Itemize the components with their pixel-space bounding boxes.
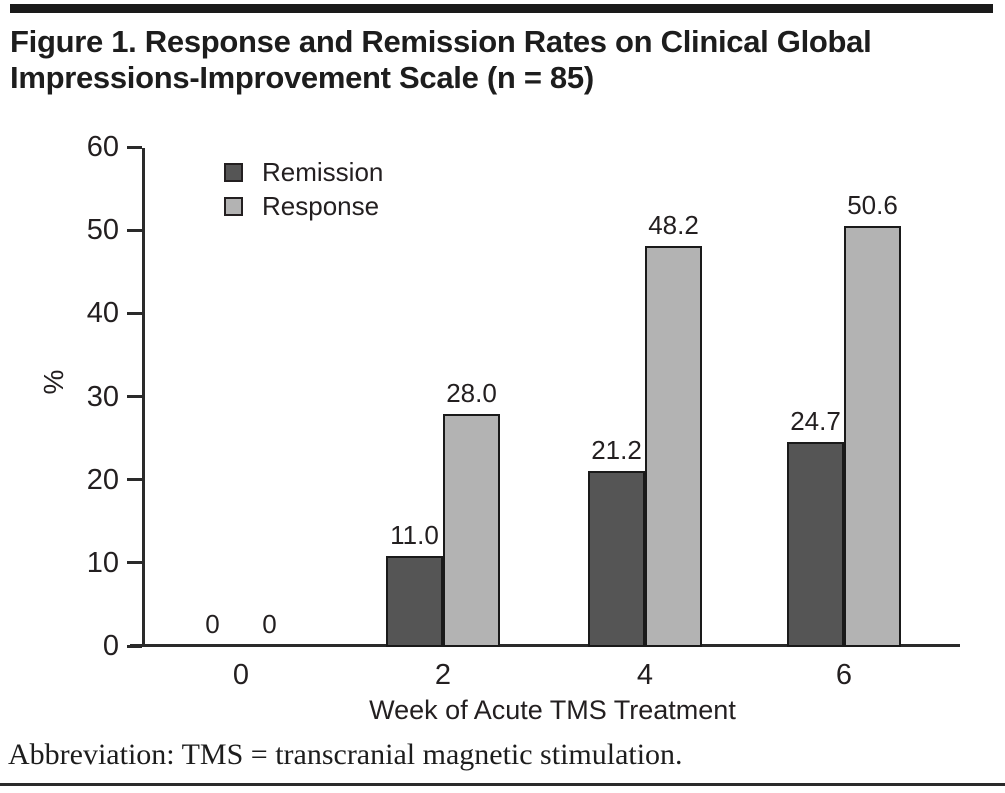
x-tick-label-week-6: 6: [835, 659, 853, 691]
legend-item-remission: Remission: [224, 155, 383, 189]
bar-response-week-6: [844, 226, 901, 647]
legend-label-response: Response: [262, 190, 380, 221]
bar-remission-week-2: [386, 556, 443, 647]
y-axis-tick: [127, 228, 142, 232]
value-label-response-week-6: 50.6: [847, 190, 898, 220]
bar-remission-week-4: [588, 471, 645, 647]
legend-label-remission: Remission: [262, 156, 384, 187]
y-tick-label: 60: [86, 131, 119, 163]
figure-title-line2: Impressions-Improvement Scale (n = 85): [10, 60, 594, 95]
y-axis-tick: [127, 561, 142, 565]
x-tick-label-week-0: 0: [232, 659, 250, 691]
value-label-remission-week-0: 0: [205, 609, 220, 639]
top-rule-bar: [10, 4, 993, 13]
y-axis-tick: [127, 311, 142, 315]
figure-title: Figure 1. Response and Remission Rates o…: [10, 24, 995, 96]
x-tick-label-week-2: 2: [434, 659, 452, 691]
value-label-response-week-2: 28.0: [446, 378, 497, 408]
value-label-remission-week-4: 21.2: [591, 435, 642, 465]
y-axis-line: [142, 148, 145, 647]
y-tick-label: 30: [86, 380, 119, 413]
y-tick-label: 10: [86, 546, 119, 579]
y-axis-tick: [127, 644, 142, 648]
x-tick-label-week-4: 4: [636, 659, 654, 691]
abbreviation-footnote: Abbreviation: TMS = transcranial magneti…: [8, 738, 683, 771]
y-tick-label: 40: [86, 297, 119, 330]
bar-response-week-2: [443, 414, 500, 647]
value-label-response-week-0: 0: [262, 609, 277, 639]
legend: Remission Response: [224, 155, 383, 223]
response-swatch: [224, 196, 243, 216]
y-axis-tick: [127, 395, 142, 398]
x-axis-line: [130, 644, 960, 647]
bottom-rule-bar: [0, 783, 1005, 786]
figure-title-line1: Figure 1. Response and Remission Rates o…: [10, 24, 872, 59]
x-axis-title: Week of Acute TMS Treatment: [369, 695, 736, 725]
y-tick-label: 20: [86, 463, 119, 496]
y-tick-label: 0: [102, 630, 119, 662]
y-axis-title: %: [38, 369, 69, 395]
value-label-response-week-4: 48.2: [648, 210, 699, 240]
bar-remission-week-6: [787, 442, 844, 647]
value-label-remission-week-2: 11.0: [390, 520, 439, 550]
bar-response-week-4: [645, 246, 702, 647]
y-axis-tick: [127, 478, 142, 482]
y-tick-label: 50: [86, 214, 119, 247]
y-axis-tick: [127, 145, 142, 149]
legend-item-response: Response: [224, 189, 383, 223]
remission-swatch: [224, 162, 243, 182]
value-label-remission-week-6: 24.7: [790, 406, 841, 436]
